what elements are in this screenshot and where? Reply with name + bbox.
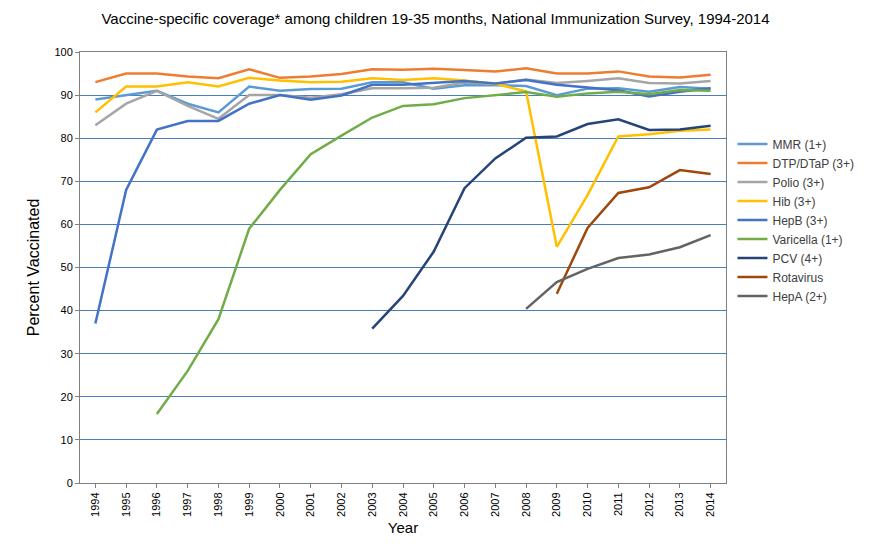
svg-text:2004: 2004 [397, 492, 409, 516]
svg-text:HepB (3+): HepB (3+) [772, 214, 827, 228]
svg-text:30: 30 [61, 348, 73, 360]
svg-text:Percent Vaccinated: Percent Vaccinated [25, 199, 42, 337]
svg-text:2007: 2007 [489, 492, 501, 516]
svg-text:2005: 2005 [427, 492, 439, 516]
svg-text:2010: 2010 [581, 492, 593, 516]
svg-text:1999: 1999 [243, 492, 255, 516]
svg-text:40: 40 [61, 304, 73, 316]
svg-text:Year: Year [388, 519, 418, 536]
svg-text:70: 70 [61, 175, 73, 187]
svg-text:2000: 2000 [274, 492, 286, 516]
svg-text:Polio (3+): Polio (3+) [772, 176, 824, 190]
svg-text:Rotavirus: Rotavirus [772, 271, 823, 285]
svg-text:DTP/DTaP (3+): DTP/DTaP (3+) [772, 157, 853, 171]
svg-text:Varicella (1+): Varicella (1+) [772, 233, 842, 247]
svg-text:MMR (1+): MMR (1+) [772, 138, 826, 152]
svg-text:0: 0 [67, 477, 73, 489]
svg-text:2006: 2006 [458, 492, 470, 516]
svg-text:2013: 2013 [673, 492, 685, 516]
svg-text:Vaccine-specific coverage* amo: Vaccine-specific coverage* among childre… [101, 10, 769, 27]
svg-text:2001: 2001 [304, 492, 316, 516]
svg-text:2009: 2009 [550, 492, 562, 516]
svg-text:90: 90 [61, 89, 73, 101]
svg-text:2002: 2002 [335, 492, 347, 516]
svg-text:2012: 2012 [643, 492, 655, 516]
svg-text:Hib (3+): Hib (3+) [772, 195, 815, 209]
svg-text:50: 50 [61, 261, 73, 273]
svg-text:HepA (2+): HepA (2+) [772, 290, 826, 304]
svg-text:1995: 1995 [120, 492, 132, 516]
svg-text:1994: 1994 [89, 492, 101, 516]
svg-text:2014: 2014 [704, 492, 716, 516]
svg-text:100: 100 [54, 46, 72, 58]
svg-text:10: 10 [61, 434, 73, 446]
svg-text:2011: 2011 [612, 492, 624, 516]
svg-text:PCV (4+): PCV (4+) [772, 252, 822, 266]
svg-text:60: 60 [61, 218, 73, 230]
svg-text:80: 80 [61, 132, 73, 144]
svg-text:2003: 2003 [366, 492, 378, 516]
svg-text:1997: 1997 [181, 492, 193, 516]
svg-text:2008: 2008 [520, 492, 532, 516]
svg-text:1996: 1996 [150, 492, 162, 516]
svg-text:1998: 1998 [212, 492, 224, 516]
svg-text:20: 20 [61, 391, 73, 403]
